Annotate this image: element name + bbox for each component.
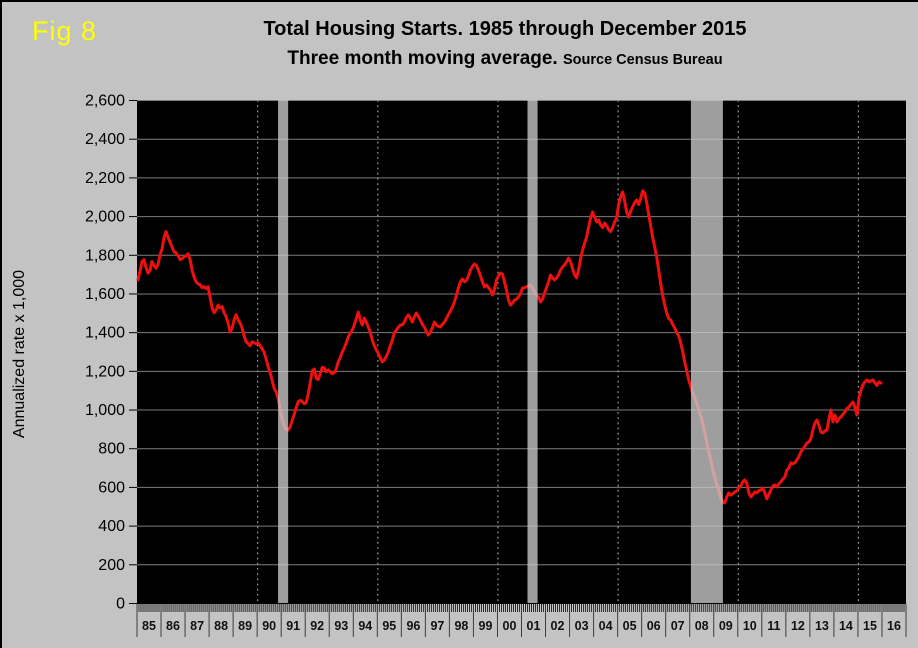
x-tick-label: 04 [599, 619, 613, 633]
subtitle-text: Three month moving average. [287, 48, 558, 69]
x-tick-label: 86 [166, 619, 180, 633]
housing-starts-line [136, 189, 883, 505]
x-tick-label: 01 [527, 619, 541, 633]
x-tick-label: 03 [575, 619, 589, 633]
horizontal-gridlines [137, 100, 906, 566]
recession-bands [278, 100, 723, 603]
x-tick-label: 89 [238, 619, 252, 633]
x-tick-label: 14 [839, 619, 853, 633]
y-axis-labels: 0 200 400 600 800 1,000 1,200 1,400 1,600 1,800 2,… [85, 93, 137, 613]
y-tick-label: 1,400 [85, 325, 125, 342]
x-tick-label: 05 [623, 619, 637, 633]
dashed-year-gridlines [257, 100, 860, 603]
chart-title: Total Housing Starts. 1985 through Decem… [263, 18, 747, 40]
y-tick-label: 2,200 [85, 170, 125, 187]
y-tick-label: 800 [98, 441, 125, 458]
x-axis-minor-ticks [136, 604, 907, 612]
y-tick-label: 1,000 [85, 402, 125, 419]
recession-band [527, 100, 538, 603]
x-tick-label: 08 [695, 619, 709, 633]
x-tick-label: 97 [430, 619, 444, 633]
y-tick-label: 0 [116, 596, 125, 613]
x-tick-label: 16 [887, 619, 901, 633]
x-tick-label: 85 [142, 619, 156, 633]
x-tick-label: 00 [503, 619, 517, 633]
y-tick-label: 400 [98, 518, 125, 535]
title-block: Total Housing Starts. 1985 through Decem… [90, 18, 918, 70]
x-axis-year-dividers [136, 604, 907, 637]
y-tick-label: 2,000 [85, 209, 125, 226]
x-tick-label: 06 [647, 619, 661, 633]
x-tick-label: 12 [791, 619, 805, 633]
chart-subtitle: Three month moving average. Source Censu… [90, 48, 918, 70]
y-tick-label: 1,800 [85, 247, 125, 264]
y-tick-label: 2,400 [85, 131, 125, 148]
x-tick-label: 99 [479, 619, 493, 633]
y-tick-label: 200 [98, 557, 125, 574]
x-tick-label: 10 [743, 619, 757, 633]
x-tick-label: 09 [719, 619, 733, 633]
x-tick-label: 96 [406, 619, 420, 633]
y-tick-label: 1,600 [85, 286, 125, 303]
y-tick-label: 1,200 [85, 363, 125, 380]
y-tick-label: 2,600 [85, 93, 125, 110]
x-tick-label: 94 [358, 619, 372, 633]
x-tick-label: 15 [863, 619, 877, 633]
recession-band [278, 100, 289, 603]
x-tick-label: 07 [671, 619, 685, 633]
x-tick-label: 90 [262, 619, 276, 633]
figure-label: Fig 8 [32, 16, 98, 46]
x-tick-label: 88 [214, 619, 228, 633]
x-tick-label: 87 [190, 619, 204, 633]
x-tick-label: 13 [815, 619, 829, 633]
recession-band [690, 100, 723, 603]
y-tick-label: 600 [98, 479, 125, 496]
x-tick-label: 98 [454, 619, 468, 633]
plot-area [137, 100, 906, 603]
x-tick-label: 11 [767, 619, 780, 633]
source-note: Source Census Bureau [563, 52, 723, 68]
x-tick-label: 93 [334, 619, 348, 633]
x-tick-label: 91 [286, 619, 300, 633]
x-axis-labels: 85 86 87 88 89 90 91 92 93 94 95 96 97 98 99 00 01 02 03 04… [142, 619, 901, 633]
x-tick-label: 02 [551, 619, 565, 633]
x-tick-label: 92 [310, 619, 324, 633]
x-tick-label: 95 [382, 619, 396, 633]
